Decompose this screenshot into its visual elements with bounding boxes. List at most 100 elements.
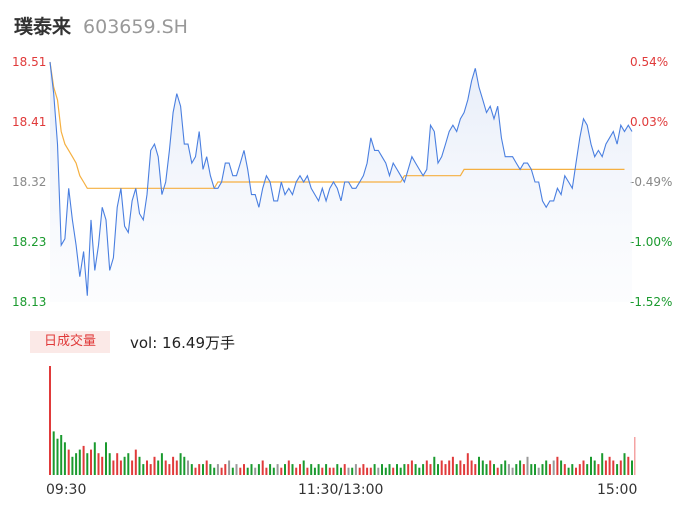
volume-bar — [231, 467, 234, 475]
volume-bar — [134, 449, 137, 475]
price-line — [49, 61, 633, 296]
volume-bar — [511, 467, 514, 475]
volume-bar — [190, 464, 193, 475]
volume-value: vol: 16.49万手 — [130, 334, 235, 352]
volume-bar — [187, 460, 189, 475]
volume-bar — [418, 467, 421, 475]
volume-bar — [157, 460, 160, 475]
volume-bar — [112, 460, 115, 475]
volume-bar-latest — [634, 437, 636, 475]
volume-bar — [228, 460, 231, 475]
volume-bar — [272, 467, 275, 475]
volume-bar — [60, 435, 63, 475]
volume-bar — [284, 464, 286, 475]
volume-bar — [149, 464, 152, 475]
volume-bar — [119, 460, 122, 475]
volume-bar — [399, 467, 402, 475]
volume-bar — [451, 456, 454, 475]
volume-bar — [437, 464, 439, 475]
volume-bar — [209, 464, 212, 475]
volume-bar — [202, 464, 204, 475]
volume-bar — [265, 467, 268, 475]
volume-bar — [515, 464, 518, 475]
volume-bar — [422, 464, 425, 475]
average-price-line — [49, 61, 625, 189]
volume-bar — [522, 464, 525, 475]
volume-bar — [448, 460, 451, 475]
volume-bar — [369, 467, 372, 475]
volume-bar — [519, 460, 522, 475]
volume-bar — [105, 442, 107, 475]
volume-bar — [343, 464, 346, 475]
volume-bar — [493, 464, 495, 475]
pct-tick-0: 0.54% — [630, 55, 669, 69]
volume-bar — [414, 464, 417, 475]
volume-bar — [541, 464, 544, 475]
volume-bar — [392, 467, 395, 475]
volume-bar — [534, 464, 536, 475]
stock-code: 603659.SH — [83, 16, 188, 38]
volume-bar — [332, 467, 335, 475]
volume-bar — [358, 467, 361, 475]
volume-bar — [213, 467, 216, 475]
volume-bar — [175, 460, 178, 475]
volume-bar — [381, 464, 383, 475]
time-label-close: 15:00 — [597, 482, 638, 498]
volume-bar — [586, 464, 589, 475]
volume-bar — [459, 460, 462, 475]
volume-bar — [612, 460, 615, 475]
volume-bar — [354, 464, 357, 475]
volume-bar — [619, 460, 622, 475]
volume-bar — [153, 456, 156, 475]
volume-bar — [317, 464, 320, 475]
volume-bar — [347, 467, 350, 475]
volume-bar — [388, 464, 391, 475]
volume-bar — [384, 467, 387, 475]
volume-bar — [146, 460, 148, 475]
volume-bar — [194, 467, 197, 475]
volume-bar — [224, 464, 227, 475]
volume-bar — [593, 460, 596, 475]
volume-bar — [116, 453, 119, 475]
volume-bar — [608, 456, 611, 475]
volume-bar — [299, 464, 301, 475]
volume-bar — [336, 464, 339, 475]
volume-bar — [478, 456, 480, 475]
volume-bar — [481, 460, 484, 475]
volume-bar — [545, 460, 548, 475]
volume-bar — [526, 456, 529, 475]
volume-bar — [138, 456, 141, 475]
volume-bar — [49, 366, 51, 475]
volume-bar — [246, 467, 249, 475]
volume-bar — [172, 456, 175, 475]
volume-bar — [183, 456, 186, 475]
volume-bar — [597, 464, 600, 475]
volume-bar — [362, 464, 365, 475]
volume-bar — [507, 464, 510, 475]
volume-bar — [291, 464, 294, 475]
volume-bar — [108, 453, 111, 475]
volume-bar — [75, 453, 78, 475]
volume-bar — [537, 467, 540, 475]
volume-bar — [578, 464, 581, 475]
volume-bar — [563, 464, 566, 475]
volume-bar — [567, 467, 570, 475]
volume-bar — [470, 460, 473, 475]
price-tick-4: 18.13 — [12, 295, 47, 309]
volume-bar — [239, 467, 242, 475]
volume-bar — [627, 456, 630, 475]
pct-tick-4: -1.52% — [630, 295, 673, 309]
volume-bar — [56, 438, 59, 475]
volume-bar — [313, 467, 316, 475]
volume-bar — [93, 442, 96, 475]
volume-bar — [466, 453, 469, 475]
volume-bar — [601, 453, 604, 475]
volume-bar — [582, 460, 585, 475]
volume-bar — [407, 464, 410, 475]
volume-bar — [444, 464, 447, 475]
volume-bar — [556, 456, 559, 475]
volume-bar — [328, 467, 331, 475]
pct-tick-2: -0.49% — [630, 175, 673, 189]
volume-bar — [261, 460, 264, 475]
